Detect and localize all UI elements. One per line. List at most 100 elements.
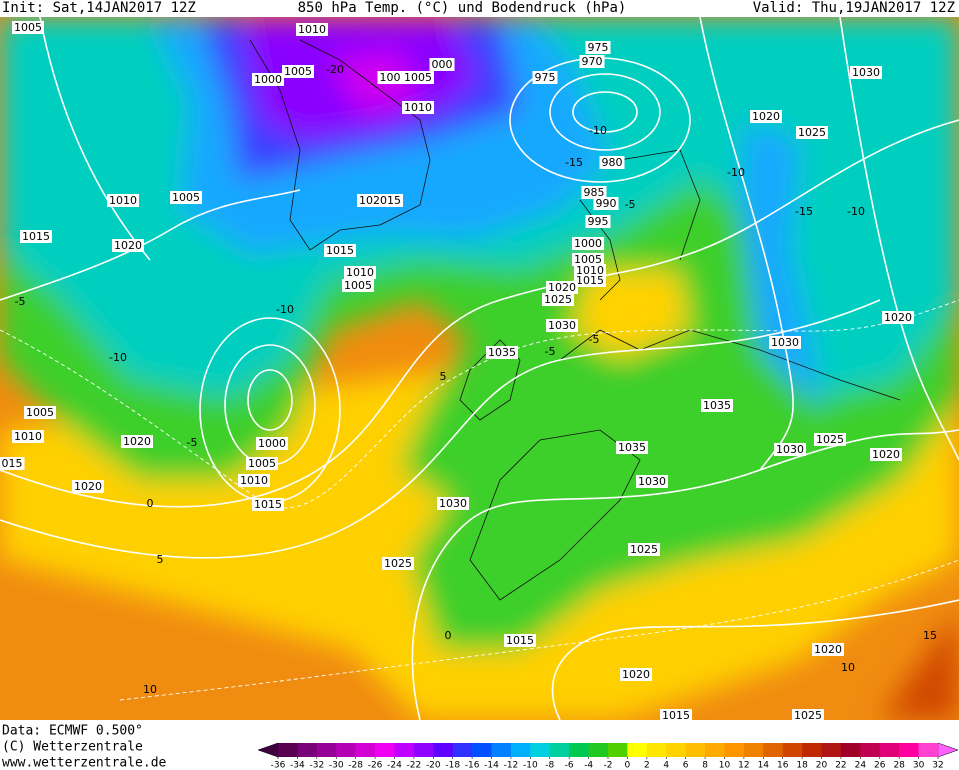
isobar-label-text: 1030 [638,475,666,488]
colorbar-tick-label: 8 [702,761,708,770]
isobar-label-text: 1030 [439,497,467,510]
isobar-label: 970 [579,55,605,68]
label-box [870,448,902,461]
label-box [750,110,782,123]
colorbar-tick-label: 28 [893,761,905,770]
label-box [377,71,403,84]
colorbar-box [685,743,706,757]
colorbar-tick-label: 4 [663,761,669,770]
website: www.wetterzentrale.de [2,756,167,770]
colorbar-tick-label: -12 [504,761,519,770]
isobar-label: 1030 [850,66,882,79]
isobar-label: 1020 [121,435,153,448]
isobar-label: 985 [581,186,607,199]
label-box [246,457,278,470]
label-box [660,709,692,722]
map-field [0,17,959,720]
isobar-label: 1030 [774,443,806,456]
isobar-label-text: 995 [588,215,609,228]
temperature-label: 0 [147,497,154,510]
valid-time: Valid: Thu,19JAN2017 12Z [753,0,955,16]
isobar-label-text: 1025 [798,126,826,139]
isobar-label: 1020 [112,239,144,252]
isobar-label: 100 [377,71,403,84]
colorbar-tick-label: 30 [913,761,925,770]
temperature-label: 10 [143,683,157,696]
label-box [599,156,625,169]
colorbar-box [491,743,512,757]
isobar-label-text: 1020 [884,311,912,324]
isobar-label: 975 [585,41,611,54]
colorbar-tick-label: 14 [758,761,770,770]
colorbar-tick-label: -24 [387,761,402,770]
colorbar-box [899,743,919,757]
label-box [620,668,652,681]
label-box [585,41,611,54]
isobar-label-text: 1020 [814,643,842,656]
label-box [581,186,607,199]
colorbar-tick-label: 12 [738,761,749,770]
colorbar-tick-label: -22 [407,761,422,770]
isobar-label: 1010 [107,194,139,207]
temperature-label: -10 [727,166,745,179]
isobar-label-text: 1000 [574,237,602,250]
isobar-label-text: 1010 [576,264,604,277]
colorbar-tick-label: 2 [644,761,650,770]
isobar-label-text: 015 [2,457,23,470]
label-box [296,23,328,36]
isobar-label-text: 1020 [548,281,576,294]
label-box [24,406,56,419]
isobar-label: 1020 [620,668,652,681]
colorbar-box [375,743,395,757]
colorbar-over [937,742,959,758]
isobar-label-text: 1030 [776,443,804,456]
colorbar-tick-label: -34 [290,761,305,770]
isotherms [0,299,959,701]
isobar-label-text: 1020 [622,668,650,681]
isobar-label-text: 1010 [109,194,137,207]
label-box [282,65,314,78]
isobar-label-text: 1015 [22,230,50,243]
isobar-label: 000 [429,58,455,71]
isobar-label-text: 1005 [172,191,200,204]
label-box [324,244,356,257]
colorbar-box [413,743,434,757]
isobar-label: 1010 [12,430,44,443]
isobar-label: 1005 [12,21,44,34]
isobar-label: 1015 [324,244,356,257]
isobar-label-text: 102015 [359,194,401,207]
colorbar-box [394,743,415,757]
label-box [486,346,518,359]
label-box [572,237,604,250]
colorbar-tick-label: -28 [348,761,363,770]
colorbar-under [257,742,279,758]
isobar-label-text: 1020 [123,435,151,448]
isobar-label-text: 1020 [114,239,142,252]
colorbar-box [316,743,337,757]
colorbar-box [743,743,764,757]
isobar-label-text: 1030 [548,319,576,332]
colorbar-tick-label: 0 [625,761,631,770]
isobar-label: 1015 [252,498,284,511]
label-box [796,126,828,139]
colorbar-box [549,743,570,757]
colorbar-box [433,743,454,757]
colorbar-box [705,743,725,757]
label-box [382,557,414,570]
isobar-label: 1015 [574,274,606,287]
colorbar-tick-label: -14 [484,761,499,770]
label-box [572,253,604,266]
init-time: Init: Sat,14JAN2017 12Z [2,0,196,16]
isobar-label: 1020 [72,480,104,493]
colorbar-box [646,743,667,757]
isobar-label-text: 1015 [254,498,282,511]
isobar-label: 980 [599,156,625,169]
isobar-label-text: 970 [582,55,603,68]
isobar-label-text: 1005 [404,71,432,84]
colorbar-tick-label: 32 [932,761,943,770]
isobar-label: 995 [585,215,611,228]
isobar-label: 1015 [504,634,536,647]
label-box [252,73,284,86]
colorbar-tick-label: 22 [835,761,846,770]
